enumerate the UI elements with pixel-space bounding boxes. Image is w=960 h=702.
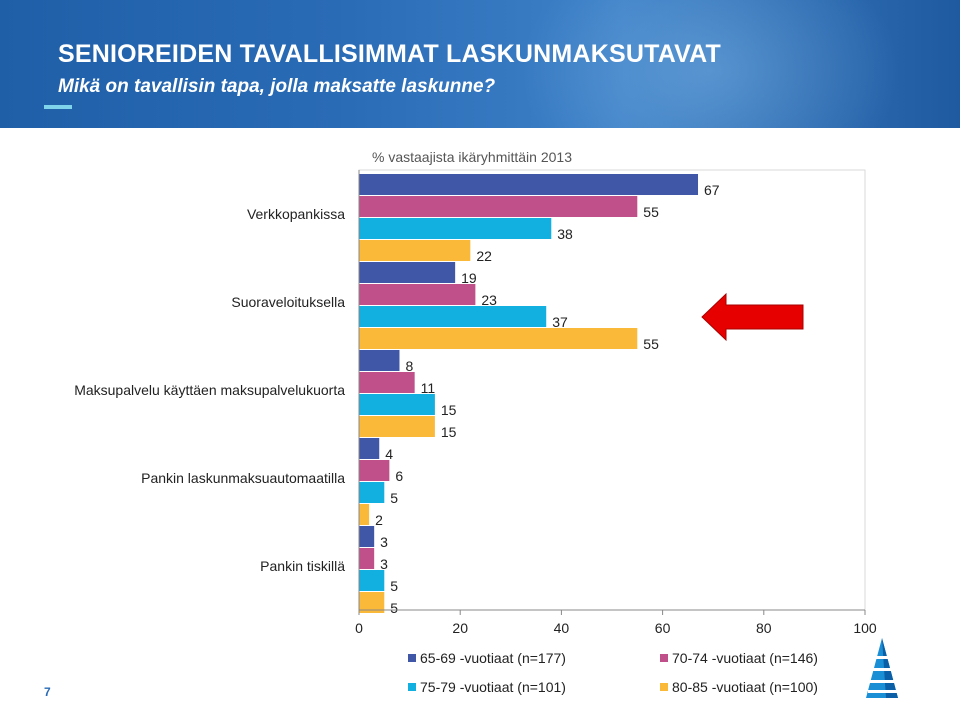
slide-subtitle: Mikä on tavallisin tapa, jolla maksatte … <box>58 76 496 97</box>
legend-swatch <box>408 683 416 691</box>
bar <box>359 372 415 393</box>
data-label: 38 <box>557 226 573 242</box>
legend-swatch <box>660 683 668 691</box>
category-label: Pankin tiskillä <box>260 558 345 574</box>
bar <box>359 548 375 569</box>
legend-swatch <box>660 654 668 662</box>
category-label: Suoraveloituksella <box>231 294 345 310</box>
data-label: 5 <box>390 490 398 506</box>
header-banner: SENIOREIDEN TAVALLISIMMAT LASKUNMAKSUTAV… <box>0 0 960 128</box>
data-label: 37 <box>552 314 568 330</box>
bar <box>359 526 375 547</box>
legend-swatch <box>408 654 416 662</box>
bar <box>359 504 370 525</box>
data-label: 11 <box>421 380 436 396</box>
data-label: 5 <box>390 600 398 616</box>
bar <box>359 240 471 261</box>
data-label: 19 <box>461 270 477 286</box>
legend-item-70-74: 70-74 -vuotiaat (n=146) <box>660 650 818 666</box>
legend-item-80-85: 80-85 -vuotiaat (n=100) <box>660 679 818 695</box>
red-arrow-icon <box>701 292 804 342</box>
data-label: 55 <box>643 204 659 220</box>
x-tick-label: 40 <box>554 620 570 636</box>
legend-label: 65-69 -vuotiaat (n=177) <box>420 650 566 666</box>
legend-label: 80-85 -vuotiaat (n=100) <box>672 679 818 695</box>
data-label: 23 <box>481 292 497 308</box>
legend-item-75-79: 75-79 -vuotiaat (n=101) <box>408 679 566 695</box>
data-label: 8 <box>405 358 413 374</box>
category-label: Maksupalvelu käyttäen maksupalvelukuorta <box>74 382 345 398</box>
x-tick-label: 20 <box>452 620 468 636</box>
data-label: 6 <box>395 468 403 484</box>
bar <box>359 350 400 371</box>
bar <box>359 196 638 217</box>
bar <box>359 328 638 349</box>
bar <box>359 438 380 459</box>
data-label: 3 <box>380 556 388 572</box>
x-tick-label: 100 <box>853 620 877 636</box>
title-accent-bar <box>44 105 72 109</box>
data-label: 15 <box>441 402 457 418</box>
category-label: Verkkopankissa <box>247 206 345 222</box>
data-label: 3 <box>380 534 388 550</box>
bar <box>359 218 552 239</box>
banner-glow <box>520 0 900 128</box>
bar <box>359 460 390 481</box>
bar <box>359 416 435 437</box>
data-label: 67 <box>704 182 720 198</box>
bar <box>359 570 385 591</box>
data-label: 22 <box>476 248 492 264</box>
x-tick-label: 0 <box>355 620 363 636</box>
slide-title: SENIOREIDEN TAVALLISIMMAT LASKUNMAKSUTAV… <box>58 40 721 68</box>
bar <box>359 174 699 195</box>
data-label: 4 <box>385 446 393 462</box>
legend-label: 75-79 -vuotiaat (n=101) <box>420 679 566 695</box>
data-label: 15 <box>441 424 457 440</box>
x-tick-label: 80 <box>756 620 772 636</box>
bar <box>359 394 435 415</box>
x-tick-label: 60 <box>655 620 671 636</box>
data-label: 5 <box>390 578 398 594</box>
legend-item-65-69: 65-69 -vuotiaat (n=177) <box>408 650 566 666</box>
legend-label: 70-74 -vuotiaat (n=146) <box>672 650 818 666</box>
bar <box>359 482 385 503</box>
bar <box>359 306 547 327</box>
chart-note: % vastaajista ikäryhmittäin 2013 <box>372 149 572 165</box>
company-logo-icon <box>866 638 898 698</box>
data-label: 2 <box>375 512 383 528</box>
bar <box>359 592 385 613</box>
bar <box>359 284 476 305</box>
bar <box>359 262 456 283</box>
data-label: 55 <box>643 336 659 352</box>
page-number: 7 <box>44 685 51 699</box>
category-label: Pankin laskunmaksuautomaatilla <box>141 470 345 486</box>
